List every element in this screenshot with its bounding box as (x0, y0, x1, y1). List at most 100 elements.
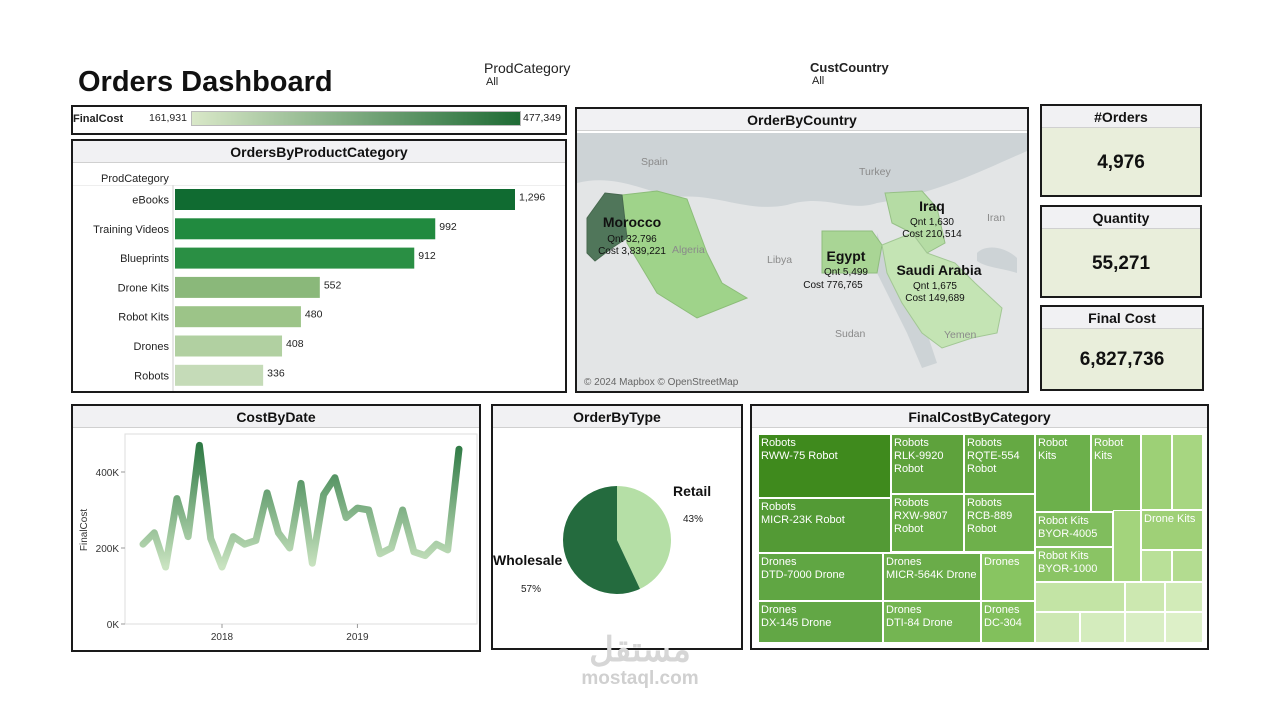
treemap-category-label: Drones (761, 604, 797, 616)
kpi-value: 55,271 (1091, 253, 1151, 274)
filter-cust-country[interactable]: CustCountry All (810, 60, 889, 87)
treemap[interactable]: Robots RWW-75 Robot Robots RLK-9920 Robot Ro… (758, 434, 1203, 644)
treemap-cell[interactable]: Drones MICR-564K Drone (883, 553, 981, 601)
filter-label: ProdCategory (484, 60, 571, 76)
treemap-cell[interactable] (1125, 582, 1165, 612)
treemap-cell[interactable]: Robot Kits BYOR-1000 (1035, 547, 1113, 582)
bar (175, 335, 283, 357)
country-name: Egypt (827, 248, 866, 264)
treemap-category-label: Drone Kits (1144, 513, 1196, 525)
bar (175, 276, 320, 298)
filter-prod-category[interactable]: ProdCategory All (484, 60, 570, 88)
map-place-label: Algeria (672, 244, 705, 256)
kpi-orders: #Orders 4,976 (1040, 104, 1202, 197)
treemap-cell[interactable]: Robot Kits BYOR-4005 (1035, 512, 1113, 547)
treemap-cell[interactable] (1113, 510, 1141, 582)
treemap-item-label: DTD-7000 Drone (761, 569, 845, 581)
column-header: ProdCategory (101, 173, 169, 185)
treemap-item-label: RXW-9807 Robot (894, 510, 948, 535)
pie-value-label: 57% (521, 584, 541, 595)
treemap-cell[interactable]: Robots RXW-9807 Robot (891, 494, 964, 552)
x-tick-label: 2018 (211, 632, 234, 643)
panel-title: FinalCostByCategory (752, 406, 1207, 428)
treemap-item-label: RCB-889 Robot (967, 510, 1013, 535)
treemap-cell[interactable] (1035, 612, 1080, 643)
treemap-cell[interactable]: Robots RLK-9920 Robot (891, 434, 964, 494)
bar-category-label: eBooks (132, 195, 169, 207)
treemap-cell[interactable] (1172, 550, 1203, 582)
bar-category-label: Drone Kits (118, 282, 170, 294)
bar-value-label: 992 (439, 221, 457, 233)
treemap-category-label: Drones (761, 556, 797, 568)
country-name: Saudi Arabia (896, 262, 981, 278)
country-qnt: Qnt 1,630 (910, 217, 954, 228)
treemap-cell[interactable]: Robot Kits (1035, 434, 1091, 512)
egypt-shape (821, 230, 883, 274)
treemap-cell[interactable]: Drones (981, 553, 1035, 601)
bar-value-label: 552 (324, 279, 342, 291)
treemap-category-label: Robot Kits (1038, 515, 1089, 527)
treemap-cell[interactable] (1172, 434, 1203, 510)
treemap-cell[interactable]: Drones DC-304 (981, 601, 1035, 643)
country-qnt: Qnt 32,796 (607, 234, 657, 245)
treemap-item-label: BYOR-1000 (1038, 563, 1098, 575)
treemap-item-label: BYOR-4005 (1038, 528, 1098, 540)
legend-label: FinalCost (73, 113, 124, 125)
treemap-cell[interactable] (1035, 582, 1125, 612)
bar-category-label: Drones (134, 341, 170, 353)
panel-title: OrderByType (493, 406, 741, 428)
x-tick-label: 2019 (346, 632, 369, 643)
treemap-cell[interactable]: Robots MICR-23K Robot (758, 498, 891, 553)
filter-value[interactable]: All (486, 76, 499, 88)
bar-value-label: 336 (267, 367, 285, 379)
order-by-country-panel: OrderByCountry Spain Turkey Iran Libya A… (575, 107, 1029, 393)
treemap-item-label: RLK-9920 Robot (894, 450, 944, 475)
treemap-cell[interactable]: Drones DX-145 Drone (758, 601, 883, 643)
y-tick-label: 0K (107, 620, 120, 631)
saudi-arabia-shape (881, 232, 1003, 349)
color-legend: FinalCost 161,931 477,349 (71, 105, 567, 135)
morocco-shape (586, 192, 628, 262)
final-cost-by-category-panel: FinalCostByCategory Robots RWW-75 Robot Ro… (750, 404, 1209, 650)
bar-category-label: Blueprints (120, 253, 169, 265)
treemap-cell[interactable] (1141, 434, 1172, 510)
treemap-cell[interactable]: Drone Kits (1141, 510, 1203, 550)
map-place-label: Iran (987, 212, 1005, 224)
treemap-cell[interactable]: Robot Kits (1091, 434, 1141, 512)
bar-value-label: 408 (286, 338, 304, 350)
country-map[interactable]: Spain Turkey Iran Libya Algeria Sudan Ye… (577, 133, 1027, 391)
treemap-cell[interactable]: Robots RCB-889 Robot (964, 494, 1035, 552)
treemap-category-label: Robots (761, 501, 796, 513)
treemap-cell[interactable] (1165, 582, 1203, 612)
bar (175, 306, 301, 328)
treemap-category-label: Robots (967, 437, 1002, 449)
map-place-label: Turkey (859, 166, 891, 178)
bar-category-label: Training Videos (93, 224, 169, 236)
treemap-cell[interactable]: Drones DTD-7000 Drone (758, 553, 883, 601)
treemap-cell[interactable] (1165, 612, 1203, 643)
order-by-type-panel: OrderByType Retail 43% Wholesale 57% (491, 404, 743, 650)
pie-value-label: 43% (683, 514, 703, 525)
filter-value[interactable]: All (812, 75, 825, 87)
treemap-category-label: Drones (886, 604, 922, 616)
treemap-cell[interactable]: Drones DTI-84 Drone (883, 601, 981, 643)
treemap-cell[interactable] (1141, 550, 1172, 582)
treemap-item-label: DC-304 (984, 617, 1022, 629)
kpi-title: Final Cost (1042, 307, 1202, 329)
map-place-label: Libya (767, 254, 792, 266)
y-tick-label: 200K (96, 544, 120, 555)
y-tick-label: 400K (96, 468, 120, 479)
treemap-cell[interactable] (1125, 612, 1165, 643)
treemap-cell[interactable]: Robots RQTE-554 Robot (964, 434, 1035, 494)
treemap-category-label: Robots (761, 437, 796, 449)
watermark-latin: mostaql.com (581, 668, 699, 689)
country-name: Morocco (603, 214, 661, 230)
bar-value-label: 1,296 (519, 192, 545, 204)
panel-title: CostByDate (73, 406, 479, 428)
bar (175, 364, 264, 386)
pie-category-label: Retail (673, 483, 711, 499)
panel-title: OrdersByProductCategory (73, 141, 565, 163)
treemap-cell[interactable] (1080, 612, 1125, 643)
plot-area (124, 433, 478, 625)
treemap-cell[interactable]: Robots RWW-75 Robot (758, 434, 891, 498)
